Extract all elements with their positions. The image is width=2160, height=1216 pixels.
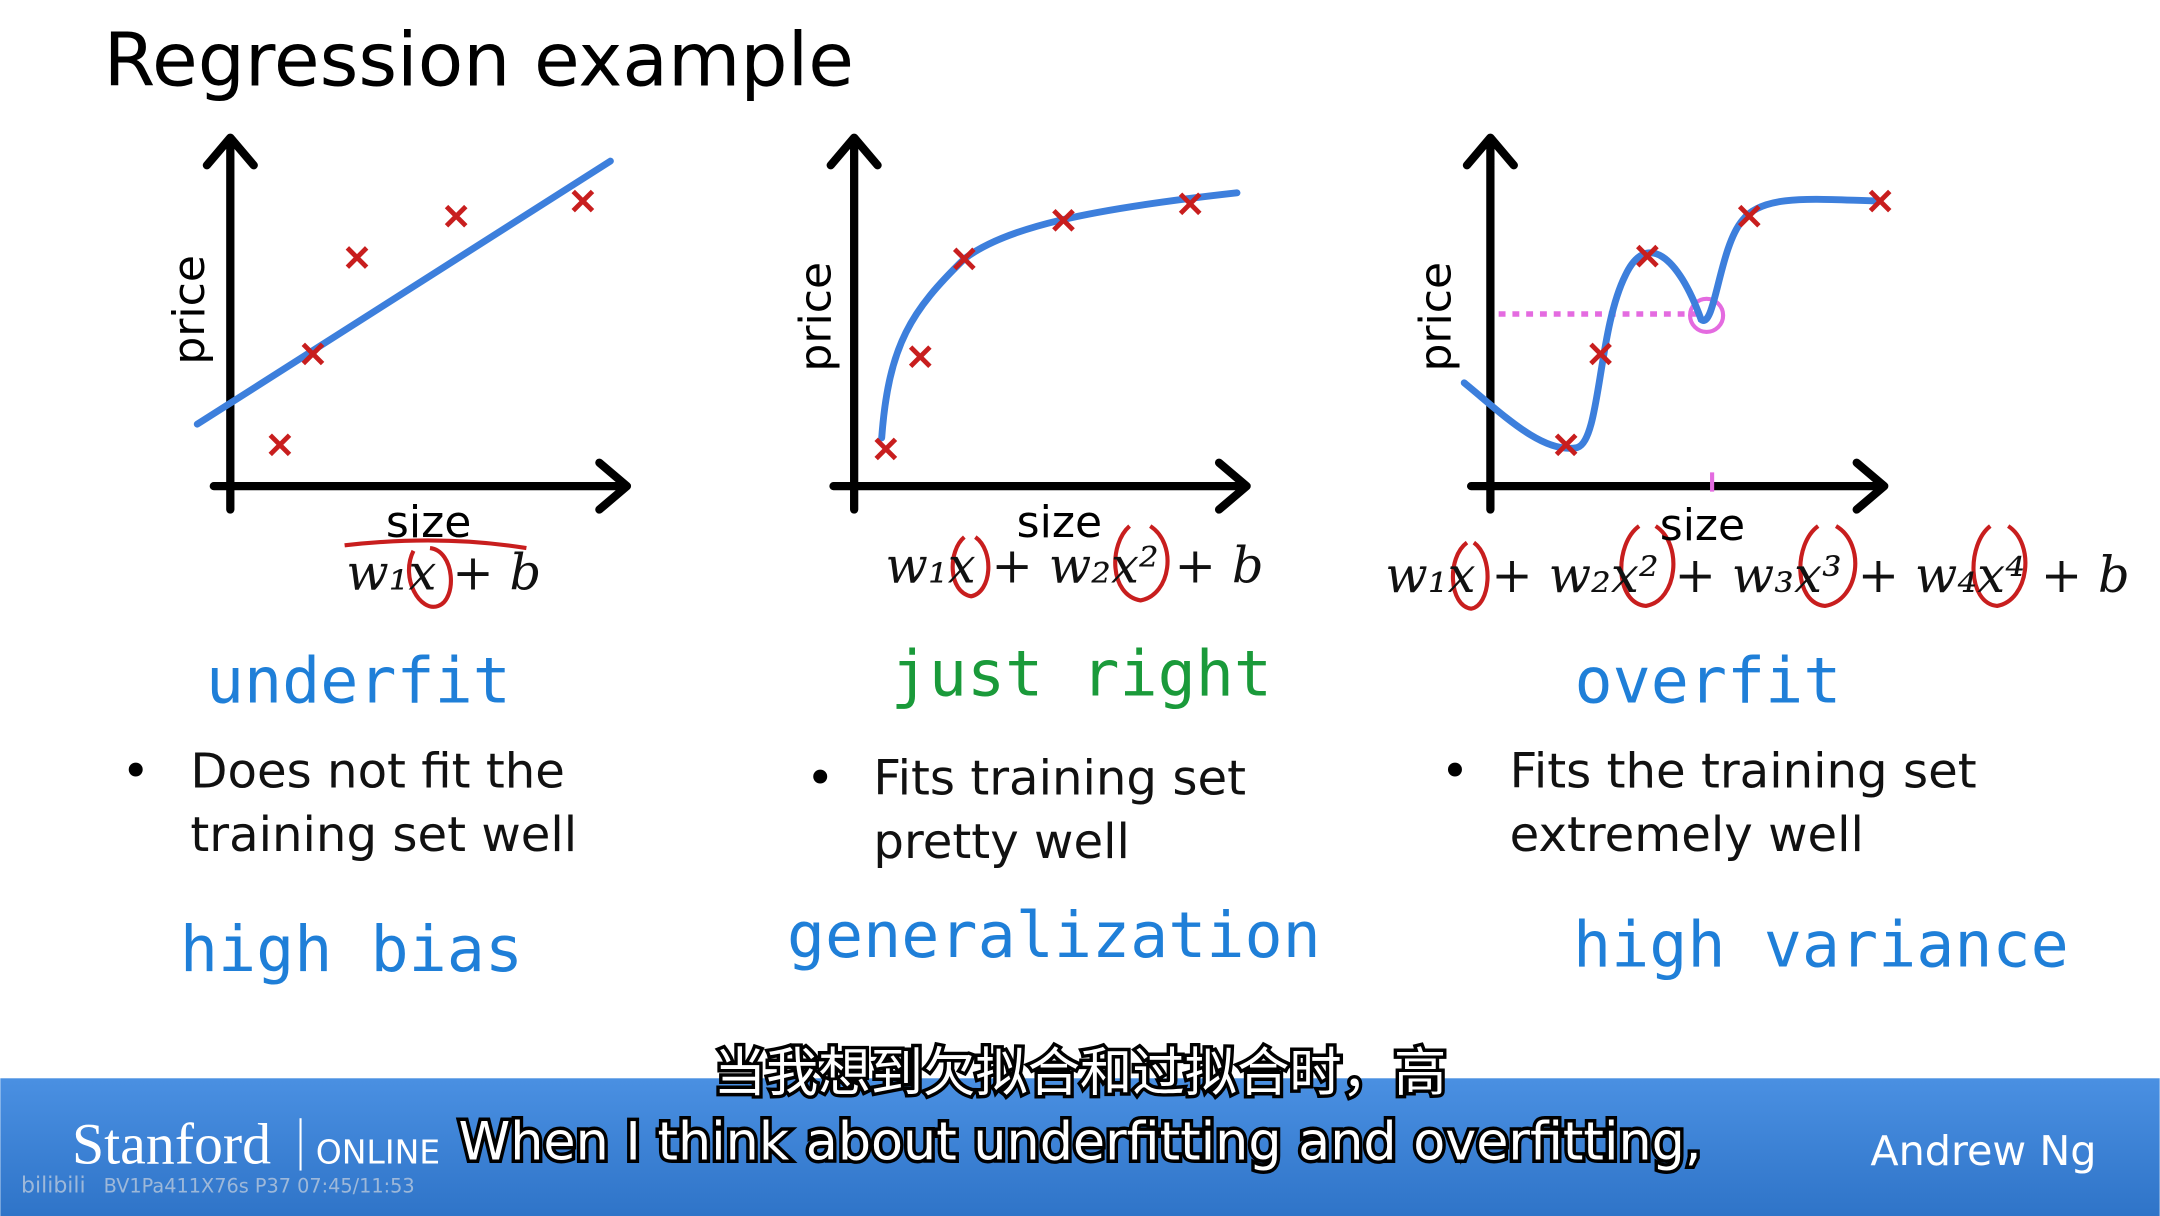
formula: w₁x + b bbox=[346, 543, 541, 601]
bullet-dot: • bbox=[1441, 744, 1469, 800]
formula: w₁x + w₂x² + b bbox=[885, 537, 1263, 595]
x-axis-label: size bbox=[386, 497, 471, 548]
bullet-line: pretty well bbox=[873, 814, 1129, 870]
title: Regression example bbox=[104, 16, 854, 103]
brand-suffix: ONLINE bbox=[316, 1133, 441, 1172]
x-axis-label: size bbox=[1017, 497, 1102, 548]
bullet-dot: • bbox=[806, 751, 834, 807]
plot-underfit bbox=[193, 133, 632, 609]
footer-bar bbox=[0, 1078, 2160, 1216]
bullet-line: training set well bbox=[190, 807, 577, 863]
plot-just-right bbox=[826, 133, 1251, 603]
fit-label: overfit bbox=[1575, 643, 1842, 717]
subtitle-zh: 当我想到欠拟合和过拟合时，高 bbox=[714, 1043, 1447, 1104]
note: high variance bbox=[1573, 908, 2069, 982]
y-axis-label: price bbox=[164, 255, 215, 365]
bullet-line: extremely well bbox=[1510, 807, 1864, 863]
watermark: bilibili bbox=[21, 1174, 86, 1199]
subtitle-en: When I think about underfitting and over… bbox=[458, 1112, 1701, 1173]
bullet-dot: • bbox=[122, 744, 150, 800]
note: generalization bbox=[787, 898, 1321, 972]
y-axis-label: price bbox=[1410, 262, 1461, 372]
note: high bias bbox=[180, 912, 523, 986]
bullet-line: Fits training set bbox=[873, 751, 1246, 807]
fit-label: just right bbox=[891, 636, 1272, 710]
x-axis-label: size bbox=[1660, 500, 1745, 551]
brand: Stanford bbox=[72, 1112, 271, 1177]
fit-label: underfit bbox=[206, 643, 511, 717]
formula: w₁x + w₂x² + w₃x³ + w₄x⁴ + b bbox=[1385, 546, 2129, 604]
video-info: BV1Pa411X76s P37 07:45/11:53 bbox=[104, 1175, 415, 1198]
plot-overfit bbox=[1450, 133, 2028, 611]
presenter: Andrew Ng bbox=[1870, 1127, 2096, 1175]
bullet-line: Does not fit the bbox=[190, 744, 565, 800]
y-axis-label: price bbox=[791, 262, 842, 372]
bullet-line: Fits the training set bbox=[1510, 744, 1977, 800]
